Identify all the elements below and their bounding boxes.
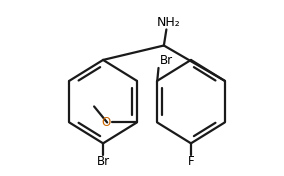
Text: F: F (188, 155, 194, 168)
Text: Br: Br (97, 155, 110, 168)
Text: Br: Br (160, 54, 173, 67)
Text: NH₂: NH₂ (157, 16, 181, 29)
Text: O: O (101, 116, 110, 129)
